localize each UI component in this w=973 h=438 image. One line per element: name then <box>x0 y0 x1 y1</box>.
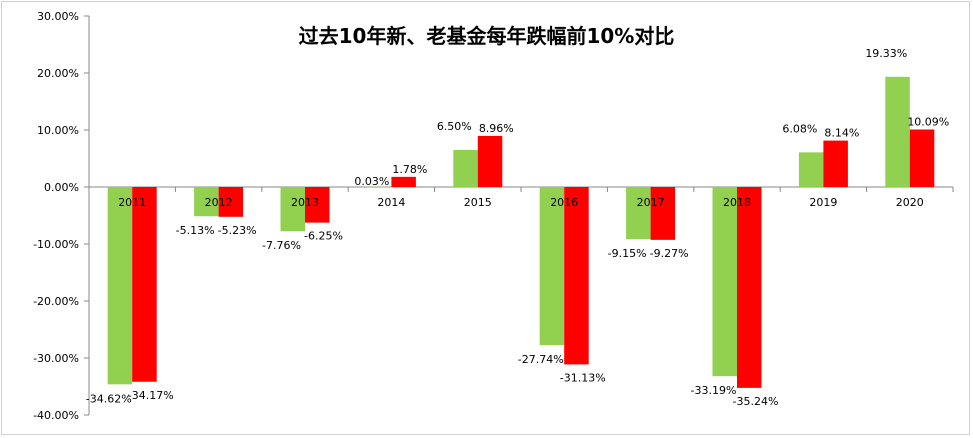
bar-series1 <box>366 186 392 188</box>
y-tick-label: -40.00% <box>33 409 79 422</box>
x-category-label: 2018 <box>723 196 751 209</box>
bar-series1 <box>626 187 651 240</box>
chart-title: 过去10年新、老基金每年跌幅前10%对比 <box>298 24 675 48</box>
bar-series2 <box>909 129 935 187</box>
bar-series2 <box>650 187 676 240</box>
data-label-series1: -5.13% <box>176 224 215 237</box>
y-tick-label: 10.00% <box>37 124 79 137</box>
bar-series2 <box>737 187 762 388</box>
y-tick-label: 0.00% <box>44 181 79 194</box>
data-label-series2: -5.23% <box>218 224 257 237</box>
data-label-series1: -7.76% <box>262 239 301 252</box>
data-label-series1: -33.19% <box>691 384 737 397</box>
data-label-series1: 6.08% <box>782 122 817 135</box>
bar-series1 <box>107 187 133 385</box>
x-category-label: 2011 <box>118 196 146 209</box>
axis-layer: 30.00% 20.00% 10.00% 0.00% -10.00% -20.00% -30… <box>33 10 954 422</box>
bar-series2 <box>218 187 244 217</box>
x-category-label: 2017 <box>637 196 665 209</box>
bar-series2 <box>305 187 330 223</box>
x-category-label: 2016 <box>550 196 578 209</box>
data-label-series2: -31.13% <box>560 371 606 384</box>
bar-series2 <box>564 187 589 365</box>
data-label-series2: -35.24% <box>733 395 779 408</box>
data-label-series2: -6.25% <box>304 230 343 243</box>
bar-series1 <box>712 187 737 377</box>
data-label-series2: 10.09% <box>907 115 949 128</box>
x-category-label: 2015 <box>464 196 492 209</box>
y-tick-label: 30.00% <box>37 10 79 23</box>
data-label-series2: -34.17% <box>128 389 174 402</box>
x-category-label: 2014 <box>377 196 405 209</box>
bar-series2 <box>391 176 416 187</box>
data-label-series1: 6.50% <box>437 120 472 133</box>
bar-series1 <box>280 187 305 232</box>
label-layer: 2011 2012 2013 2014 2015 2016 2017 2018 2019 2020… <box>86 47 950 408</box>
y-tick-label: -20.00% <box>33 295 79 308</box>
bar-series1 <box>453 149 478 187</box>
data-label-series2: -9.27% <box>650 247 689 260</box>
bar-series2 <box>132 187 157 382</box>
y-tick-label: 20.00% <box>37 67 79 80</box>
data-label-series1: 19.33% <box>865 47 907 60</box>
x-category-label: 2019 <box>809 196 837 209</box>
y-tick-label: -10.00% <box>33 238 79 251</box>
bar-series1 <box>194 187 219 217</box>
x-category-label: 2013 <box>291 196 319 209</box>
x-category-label: 2012 <box>205 196 233 209</box>
data-label-series1: -9.15% <box>608 247 647 260</box>
data-label-series2: 1.78% <box>392 163 427 176</box>
data-label-series1: -27.74% <box>518 353 564 366</box>
data-label-series1: -34.62% <box>86 392 132 405</box>
bar-series2 <box>477 135 503 187</box>
bar-series2 <box>823 140 848 187</box>
bar-layer <box>107 76 935 388</box>
bar-series1 <box>885 76 910 187</box>
data-label-series2: 8.14% <box>824 127 859 140</box>
y-tick-label: -30.00% <box>33 352 79 365</box>
data-label-series1: 0.03% <box>354 175 389 188</box>
x-category-label: 2020 <box>896 196 924 209</box>
data-label-series2: 8.96% <box>479 122 514 135</box>
bar-series1 <box>539 187 565 346</box>
bar-series1 <box>798 152 824 187</box>
